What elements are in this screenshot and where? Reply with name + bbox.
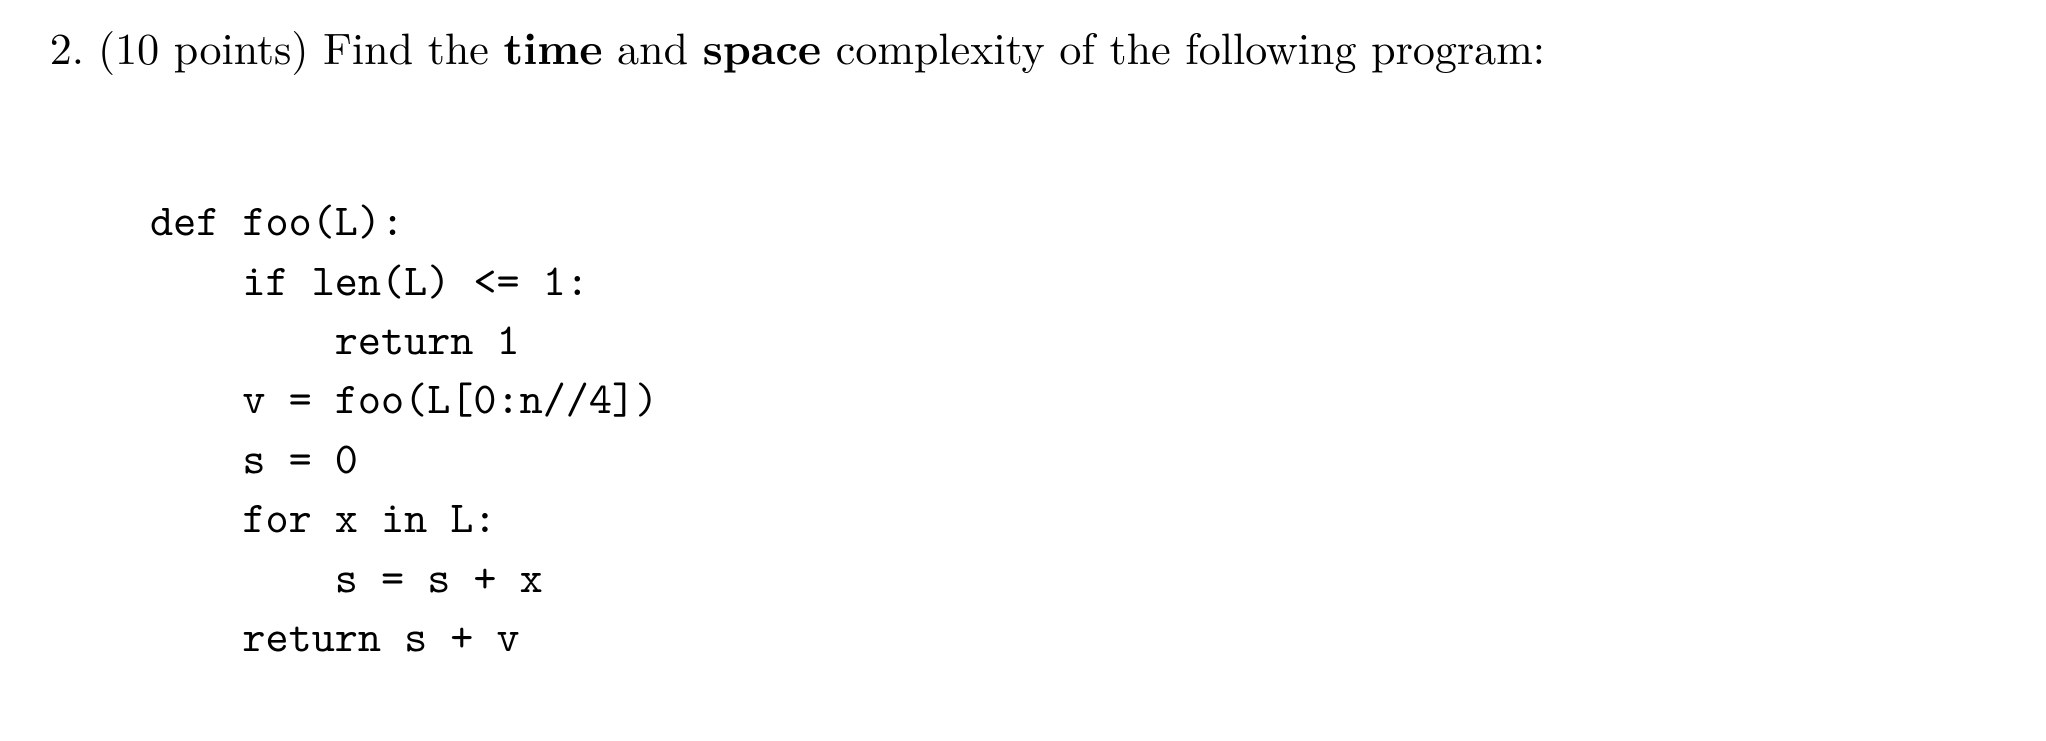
code-line: v = foo(L[0:n//4]) [150,368,658,427]
points-label: (10 points) [98,14,323,77]
question-number: 2. [40,20,84,73]
code-line: s = s + x [150,547,543,606]
text-segment: complexity of the following program: [821,14,1545,77]
code-line: return 1 [150,309,520,368]
code-block: def foo(L): if len(L) <= 1: return 1 v =… [150,131,2006,725]
code-line: if len(L) <= 1: [150,250,589,309]
text-segment: and [603,14,703,77]
code-line: return s + v [150,606,520,665]
question-row: 2. (10 points) Find the time and space c… [40,20,2006,73]
code-line: s = 0 [150,428,358,487]
code-line: def foo(L): [150,190,404,249]
bold-space: space [703,14,821,77]
page: 2. (10 points) Find the time and space c… [0,0,2046,741]
code-line: for x in L: [150,487,497,546]
bold-time: time [503,14,602,77]
question-text: (10 points) Find the time and space comp… [98,20,1545,73]
text-segment: Find the [323,14,503,77]
